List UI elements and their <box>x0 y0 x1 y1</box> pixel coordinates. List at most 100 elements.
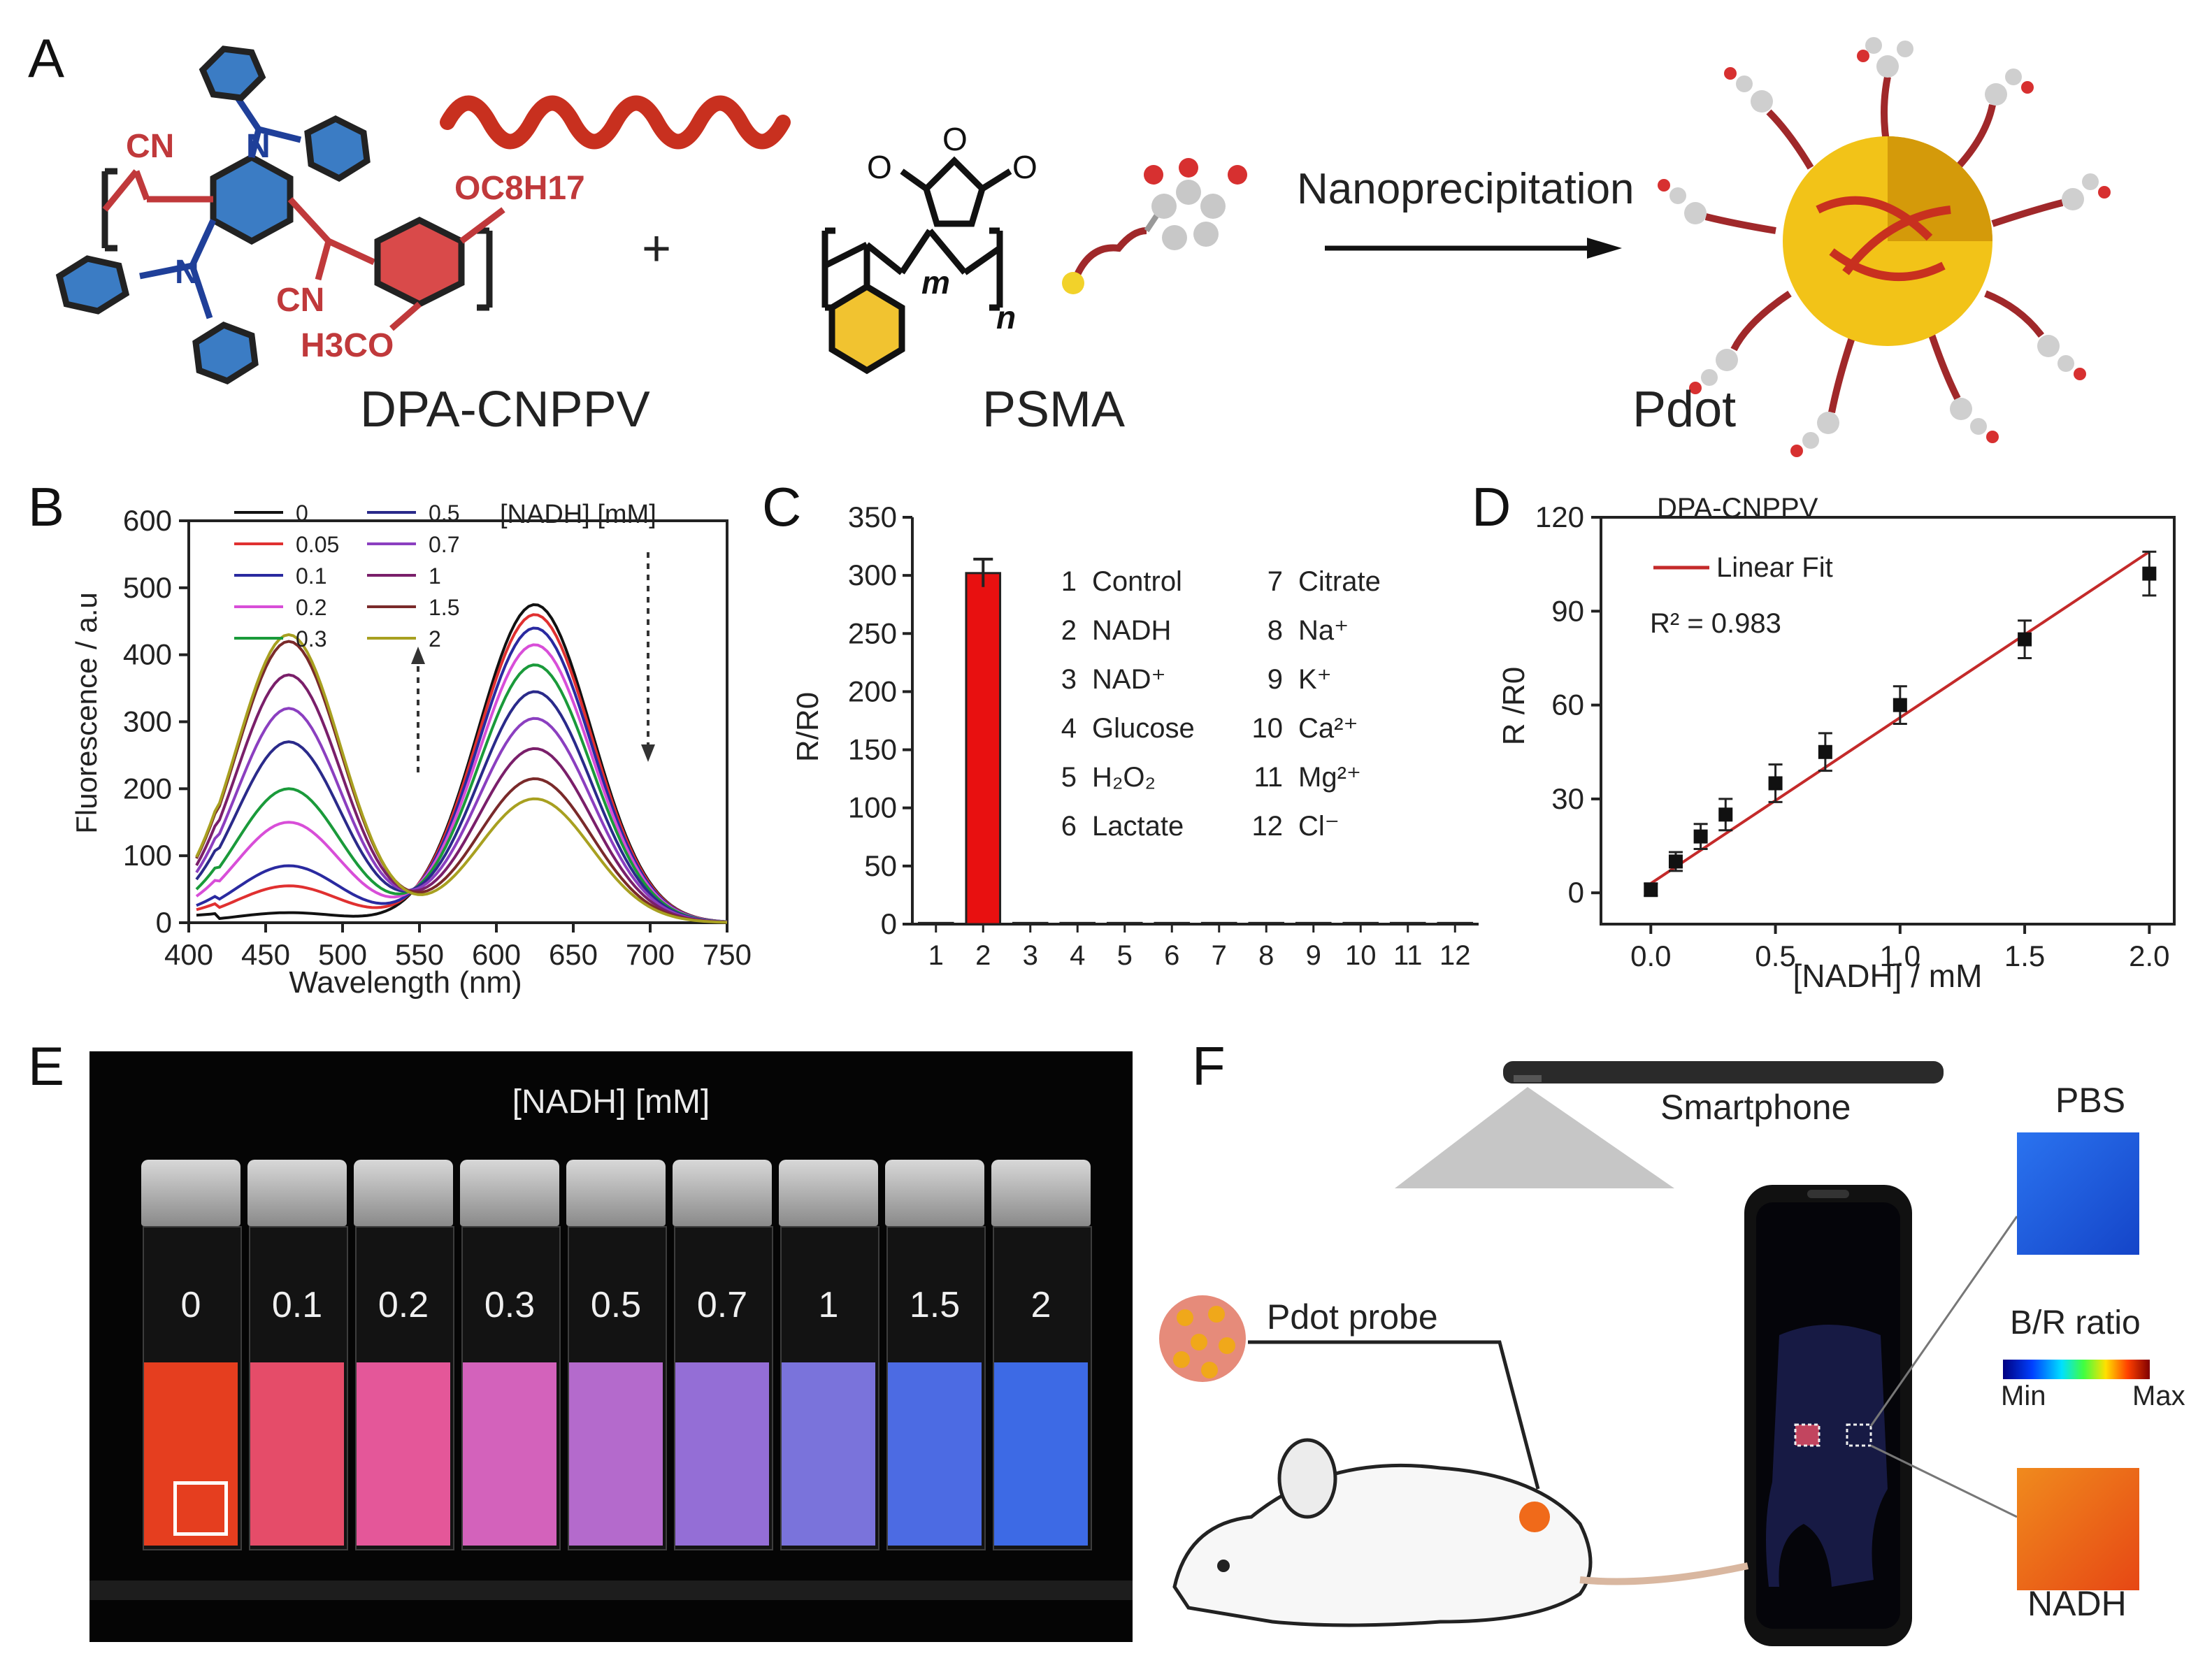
legend-name-10: Ca²⁺ <box>1298 713 1358 744</box>
y-tick-label: 200 <box>123 772 172 805</box>
bar-2 <box>965 572 1002 926</box>
vial-solution <box>569 1362 663 1546</box>
data-point <box>1693 829 1708 844</box>
data-point <box>1644 882 1658 897</box>
legend-num-10: 10 <box>1252 713 1284 744</box>
vial: 0.1 <box>245 1160 350 1551</box>
mouse-illustration <box>1172 1438 1749 1627</box>
panel-label-a: A <box>28 27 65 89</box>
y-tick-label: 90 <box>1551 594 1584 627</box>
chem-cn-top: CN <box>126 128 174 165</box>
polymer-helix <box>440 95 791 150</box>
legend-num-7: 7 <box>1267 566 1283 597</box>
x-tick-label: 0.5 <box>1755 939 1795 972</box>
x-tick-label: 650 <box>549 938 598 971</box>
panel-label-b: B <box>28 476 65 538</box>
x-axis-label-d: [NADH] / mM <box>1793 958 1983 994</box>
data-point <box>1668 854 1683 869</box>
x-tick-label: 5 <box>1117 940 1133 971</box>
bar-8 <box>1248 921 1285 926</box>
y-tick-label: 50 <box>864 849 897 882</box>
y-tick-label: 0 <box>156 906 172 939</box>
y-tick-label: 150 <box>848 733 897 766</box>
x-tick-label: 10 <box>1345 940 1377 971</box>
plus-sign: + <box>642 221 672 277</box>
legend-label-0.1: 0.1 <box>296 563 326 589</box>
y-tick-label: 350 <box>848 501 897 533</box>
roi-box <box>173 1481 228 1536</box>
legend-num-2: 2 <box>1061 615 1077 646</box>
chem-o-ring: O <box>942 121 968 157</box>
spectrum-line-0.2 <box>195 643 728 923</box>
vial-solution <box>250 1362 344 1546</box>
data-point <box>2018 632 2032 647</box>
vial-photo-title: [NADH] [mM] <box>512 1083 710 1121</box>
legend-name-4: Glucose <box>1092 713 1195 744</box>
x-tick-label: 750 <box>703 938 752 971</box>
spectrum-line-0.1 <box>196 626 728 923</box>
legend-label-1.5: 1.5 <box>429 595 459 620</box>
legend-num-1: 1 <box>1061 566 1077 597</box>
legend-name-7: Citrate <box>1298 566 1381 597</box>
color-scale-bar <box>2003 1360 2150 1379</box>
chem-n-top: N <box>246 128 271 165</box>
dpa-cnppv-structure <box>55 45 505 384</box>
y-axis-label-d: R /R0 <box>1497 667 1531 745</box>
vial-cap <box>354 1160 453 1226</box>
bar-9 <box>1295 921 1332 926</box>
vial-solution <box>463 1362 556 1546</box>
x-tick-label: 500 <box>318 938 367 971</box>
pdot-probe-label: Pdot probe <box>1267 1297 1438 1337</box>
vial-solution <box>144 1362 238 1546</box>
psma-structure <box>821 156 1012 375</box>
legend-label-0: 0 <box>296 501 308 526</box>
legend-num-12: 12 <box>1252 811 1284 842</box>
vial-label: 0.1 <box>271 1285 323 1325</box>
legend-num-11: 11 <box>1254 762 1283 793</box>
panel-label-c: C <box>762 476 802 538</box>
vial-cap <box>673 1160 772 1226</box>
bar-1 <box>917 921 954 926</box>
chem-n-index: n <box>996 299 1016 336</box>
legend-num-3: 3 <box>1061 664 1077 695</box>
fluorescence-chart: [NADH] [mM] Fluorescence / a.u Wavelengt… <box>70 500 752 1000</box>
bar-10 <box>1342 921 1379 926</box>
vial-solution <box>888 1362 982 1546</box>
smartphone-label: Smartphone <box>1660 1088 1851 1127</box>
legend-num-9: 9 <box>1267 664 1283 695</box>
y-tick-label: 400 <box>123 638 172 671</box>
vial-cap <box>141 1160 240 1226</box>
x-tick-label: 400 <box>164 938 213 971</box>
scale-max-label: Max <box>2132 1381 2185 1411</box>
legend-label-0.3: 0.3 <box>296 626 326 651</box>
spectrum-line-2 <box>195 633 728 924</box>
vial-label: 1.5 <box>909 1285 961 1325</box>
chem-o-left: O <box>867 149 892 185</box>
reaction-arrow-head <box>1587 238 1622 259</box>
data-point <box>1893 698 1907 712</box>
vial: 2 <box>989 1160 1093 1551</box>
y-tick-label: 300 <box>848 559 897 591</box>
vial-label: 0.5 <box>590 1285 642 1325</box>
pbs-roi <box>1846 1423 1872 1447</box>
pdot-particle <box>1658 37 2111 457</box>
legend-label-0.5: 0.5 <box>429 501 459 526</box>
vial-solution <box>357 1362 450 1546</box>
y-tick-label: 30 <box>1551 782 1584 815</box>
spectrum-line-0.3 <box>195 663 728 923</box>
data-point <box>2142 566 2157 581</box>
vial-label: 1 <box>818 1285 839 1325</box>
x-tick-label: 1 <box>928 940 944 971</box>
legend-num-4: 4 <box>1061 713 1077 744</box>
x-tick-label: 550 <box>395 938 444 971</box>
vial-solution <box>782 1362 875 1546</box>
y-tick-label: 0 <box>1568 876 1584 909</box>
vial-label: 0.7 <box>696 1285 748 1325</box>
chem-o-right: O <box>1012 149 1037 185</box>
y-tick-label: 100 <box>123 839 172 872</box>
x-axis-label: Wavelength (nm) <box>289 965 522 1000</box>
probe-pointer-line <box>1248 1340 1540 1490</box>
camera-light-cone <box>1395 1087 1674 1188</box>
series-name: DPA-CNPPV <box>1657 493 1818 524</box>
